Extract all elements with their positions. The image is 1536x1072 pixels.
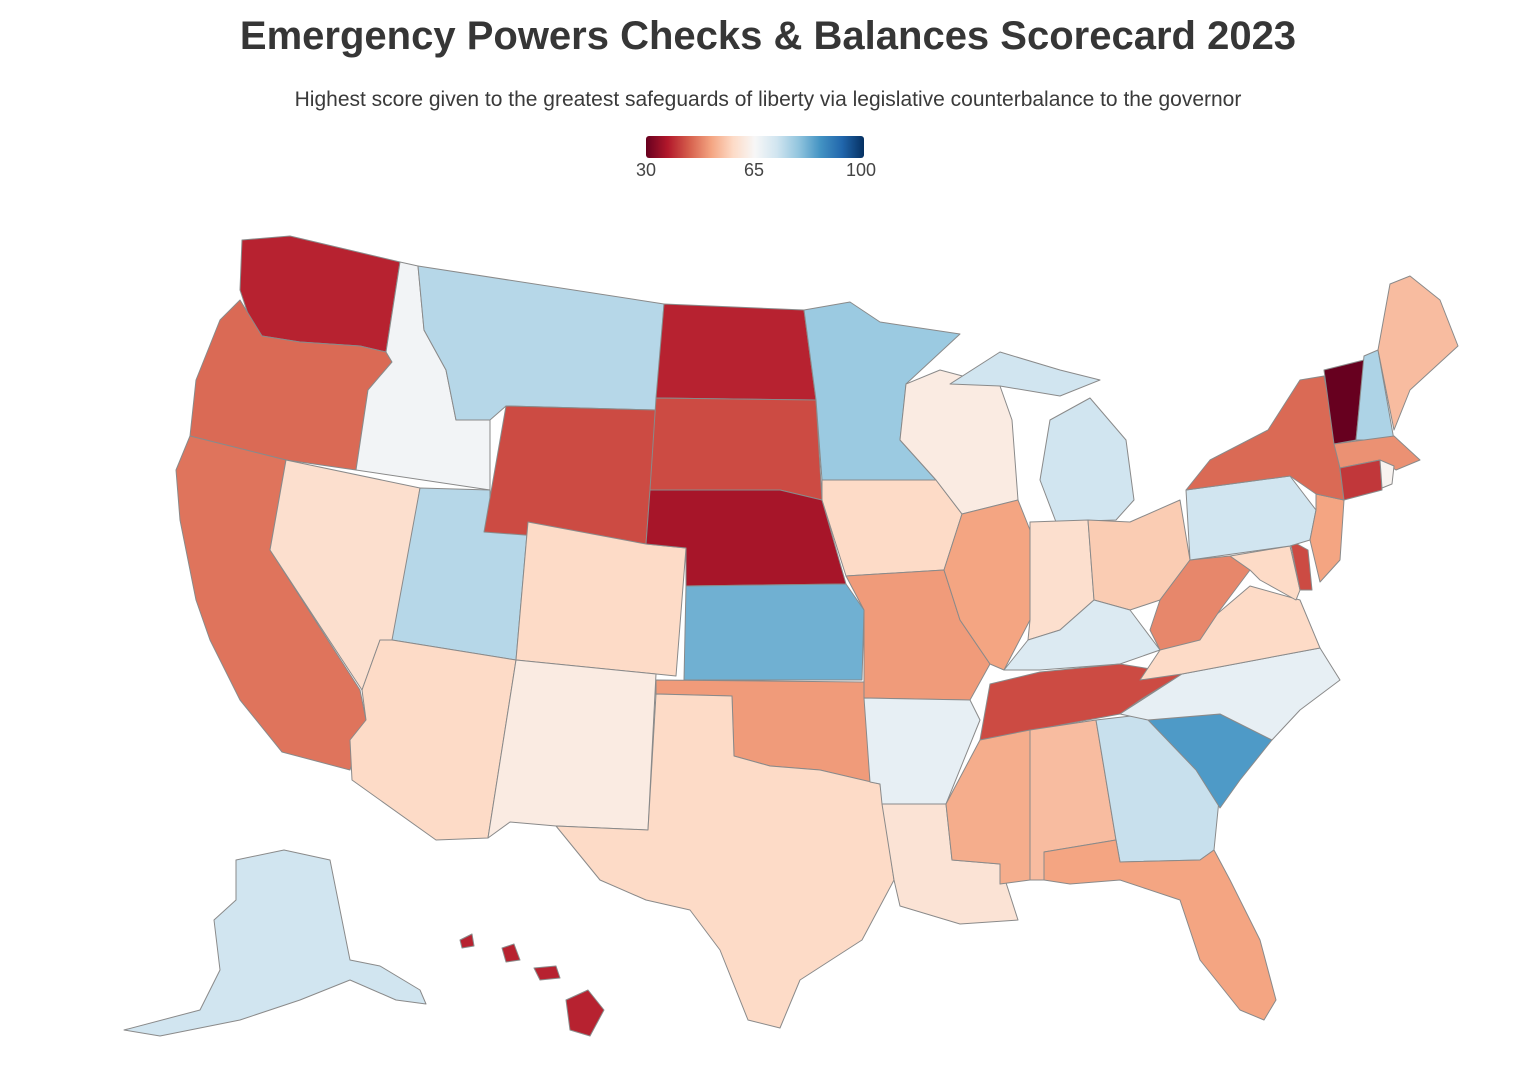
state-new-mexico[interactable] — [487, 659, 657, 839]
legend-gradient-bar — [646, 136, 864, 158]
legend-max-label: 100 — [846, 160, 877, 180]
state-hawaii-maui[interactable] — [533, 965, 561, 981]
state-south-dakota[interactable] — [649, 397, 823, 501]
state-iowa[interactable] — [821, 479, 963, 577]
chart-subtitle: Highest score given to the greatest safe… — [294, 88, 1242, 111]
state-michigan-upper[interactable] — [949, 351, 1101, 397]
state-colorado[interactable] — [515, 521, 687, 677]
state-wyoming[interactable] — [483, 405, 657, 545]
state-north-dakota[interactable] — [655, 303, 817, 401]
state-alaska[interactable] — [123, 849, 427, 1037]
state-rhode-island[interactable] — [1379, 459, 1395, 489]
state-hawaii[interactable] — [565, 989, 605, 1037]
state-kentucky[interactable] — [1003, 599, 1161, 671]
state-new-jersey[interactable] — [1309, 493, 1345, 583]
legend-min-label: 30 — [636, 160, 657, 180]
color-legend: 30 65 100 — [636, 134, 886, 190]
state-maine[interactable] — [1377, 275, 1459, 431]
state-texas[interactable] — [555, 693, 895, 1029]
state-florida[interactable] — [1043, 839, 1277, 1021]
state-delaware[interactable] — [1289, 539, 1313, 591]
state-montana[interactable] — [417, 265, 665, 421]
state-arizona[interactable] — [349, 639, 517, 841]
state-michigan[interactable] — [1039, 397, 1135, 523]
state-washington[interactable] — [239, 235, 401, 353]
state-hawaii-kauai[interactable] — [459, 933, 475, 949]
legend-mid-label: 65 — [744, 160, 765, 180]
state-kansas[interactable] — [683, 583, 865, 681]
state-west-virginia[interactable] — [1149, 555, 1251, 651]
chart-title: Emergency Powers Checks & Balances Score… — [239, 14, 1297, 58]
state-hawaii-oahu[interactable] — [501, 943, 521, 963]
state-connecticut[interactable] — [1339, 459, 1383, 501]
